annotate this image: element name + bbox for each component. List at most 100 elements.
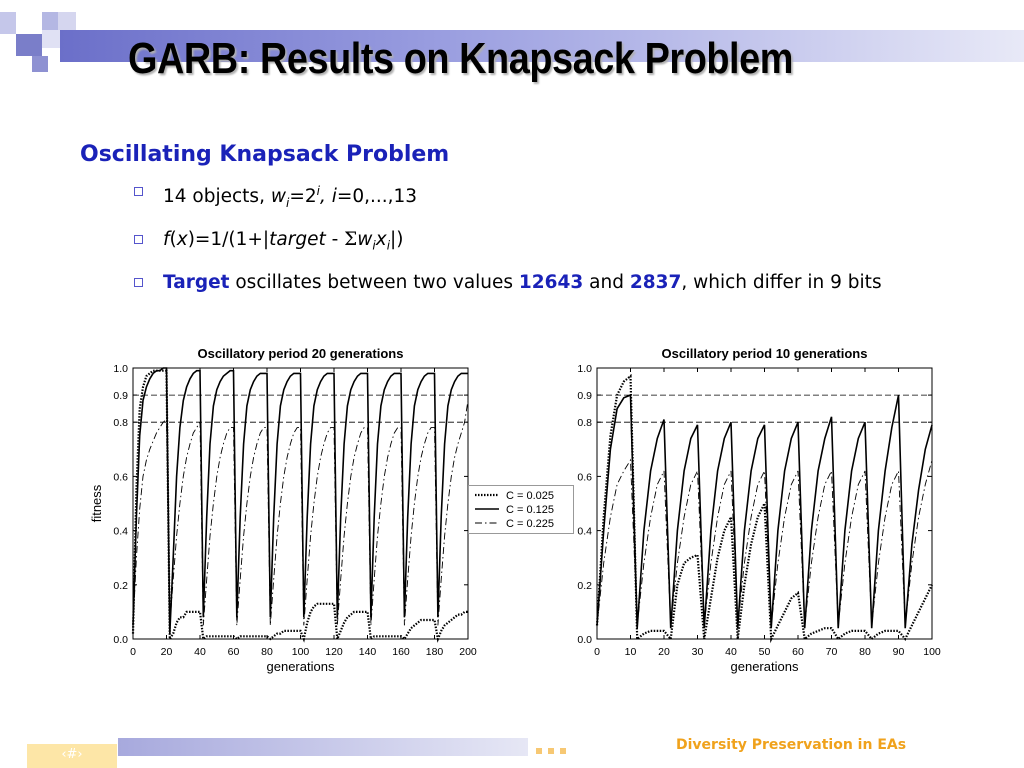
legend-label: C = 0.225 [506, 518, 554, 530]
target-value-1: 12643 [518, 271, 584, 293]
x-axis-label: generations [731, 659, 799, 674]
bullet-text: i [386, 238, 391, 253]
bullet-text: =2 [289, 186, 317, 208]
x-tick-label: 200 [459, 646, 477, 658]
x-tick-label: 80 [261, 646, 273, 658]
x-tick-label: 30 [692, 646, 704, 658]
decor-square [0, 12, 16, 34]
bullet-text: oscillates between two values [229, 271, 519, 293]
x-tick-label: 20 [658, 646, 670, 658]
bullet-text: target [269, 228, 326, 250]
series-line [596, 458, 933, 626]
legend-label: C = 0.025 [506, 490, 554, 502]
chart-period-20: Oscillatory period 20 generations 0 20 40 60… [89, 346, 477, 674]
y-tick-label: 0.9 [577, 390, 592, 402]
bullet-objects: 14 objects, wi=2i, i=0,...,13 [130, 178, 910, 217]
bullet-text: and [583, 271, 630, 293]
x-tick-label: 0 [594, 646, 600, 658]
decor-square [42, 30, 60, 48]
decor-square [42, 12, 58, 30]
page-number: ‹#› [27, 744, 117, 768]
x-tick-label: 60 [228, 646, 240, 658]
bullet-text: 14 objects, [163, 186, 271, 208]
bullet-text: x [375, 228, 387, 250]
bullet-text: , which differ in 9 bits [681, 271, 882, 293]
bullet-text: ( [169, 228, 177, 250]
x-tick-label: 120 [325, 646, 343, 658]
bullet-list: 14 objects, wi=2i, i=0,...,13 f(x)=1/(1+… [130, 178, 910, 305]
series-line [132, 400, 469, 626]
footer-dots [536, 739, 572, 758]
x-tick-label: 20 [161, 646, 173, 658]
x-tick-label: 140 [359, 646, 377, 658]
x-tick-label: 50 [759, 646, 771, 658]
chart-period-10: Oscillatory period 10 generations 0 10 20 30… [577, 346, 941, 674]
x-axis-label: generations [267, 659, 335, 674]
bullet-text: w [270, 186, 286, 208]
bullet-text: i [316, 184, 320, 198]
chart-title: Oscillatory period 20 generations [198, 346, 404, 361]
x-tick-label: 40 [194, 646, 206, 658]
y-tick-label: 0.6 [577, 471, 592, 483]
bullet-text: i [285, 195, 290, 210]
footer-dot [536, 748, 542, 754]
footer-dot [548, 748, 554, 754]
bullet-text: =0,...,13 [336, 186, 418, 208]
chart-title: Oscillatory period 10 generations [662, 346, 868, 361]
bullet-text: x [176, 228, 188, 250]
section-heading: Oscillating Knapsack Problem [80, 142, 450, 167]
bullet-text: )=1/(1+| [187, 228, 270, 250]
footer-dot [560, 748, 566, 754]
series-line [596, 393, 933, 629]
footer-bar [118, 738, 528, 756]
decor-square [16, 34, 42, 56]
y-tick-label: 0.0 [113, 634, 128, 646]
y-tick-label: 0.6 [113, 471, 128, 483]
y-tick-label: 0.9 [113, 390, 128, 402]
y-axis-label: fitness [89, 484, 104, 522]
bullet-text: |) [390, 228, 404, 250]
bullet-box-icon [134, 187, 143, 196]
y-tick-label: 1.0 [577, 363, 592, 375]
y-tick-label: 0.4 [113, 526, 128, 538]
x-tick-label: 40 [725, 646, 737, 658]
decor-square [58, 12, 76, 30]
legend-graphic: C = 0.025 C = 0.125 C = 0.225 [475, 490, 554, 530]
y-tick-label: 1.0 [113, 363, 128, 375]
legend-label: C = 0.125 [506, 504, 554, 516]
chart-legend: C = 0.025 C = 0.125 C = 0.225 [468, 485, 574, 534]
x-tick-label: 160 [392, 646, 410, 658]
x-tick-label: 10 [625, 646, 637, 658]
x-tick-label: 90 [893, 646, 905, 658]
x-tick-label: 0 [130, 646, 136, 658]
series-line [131, 369, 468, 643]
y-tick-label: 0.2 [113, 580, 128, 592]
bullet-box-icon [134, 277, 143, 287]
bullet-text: Target [163, 271, 230, 293]
bullet-text: , [319, 186, 332, 208]
bullet-text: i [331, 186, 337, 208]
series-line [132, 367, 468, 634]
x-tick-label: 180 [426, 646, 444, 658]
y-tick-label: 0.2 [577, 580, 592, 592]
sigma-symbol: Σ [344, 228, 358, 250]
y-tick-label: 0.8 [577, 417, 592, 429]
bullet-fitness: f(x)=1/(1+|target - Σwixi|) [130, 226, 910, 260]
target-value-2: 2837 [629, 271, 682, 293]
title-bar [60, 30, 1024, 62]
decor-square [32, 56, 48, 72]
footer-text: Diversity Preservation in EAs [676, 737, 907, 753]
x-tick-label: 70 [826, 646, 838, 658]
y-tick-label: 0.0 [577, 634, 592, 646]
x-tick-label: 100 [292, 646, 310, 658]
x-tick-label: 100 [923, 646, 941, 658]
bullet-box-icon [134, 234, 143, 244]
bullet-target: Target oscillates between two values 126… [130, 269, 910, 296]
y-tick-label: 0.4 [577, 526, 592, 538]
bullet-text: i [372, 238, 376, 253]
y-tick-label: 0.8 [113, 417, 128, 429]
bullet-text: - [325, 228, 345, 250]
x-tick-label: 80 [859, 646, 871, 658]
slide-title: GARB: Results on Knapsack Problem [128, 34, 793, 83]
bullet-text: f [163, 228, 170, 250]
